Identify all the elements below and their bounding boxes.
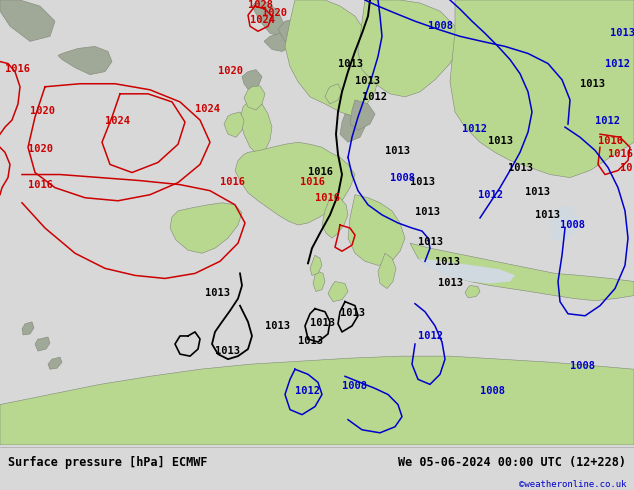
Text: Surface pressure [hPa] ECMWF: Surface pressure [hPa] ECMWF — [8, 456, 207, 468]
Polygon shape — [328, 281, 348, 302]
Text: 1013: 1013 — [488, 136, 513, 147]
Polygon shape — [0, 0, 55, 41]
Polygon shape — [348, 195, 405, 266]
Polygon shape — [240, 100, 272, 154]
Polygon shape — [224, 112, 244, 137]
Text: 1013: 1013 — [338, 59, 363, 69]
Text: 1016: 1016 — [608, 149, 633, 159]
Text: 1013: 1013 — [535, 210, 560, 220]
Polygon shape — [340, 114, 365, 142]
Text: 1016: 1016 — [308, 167, 333, 176]
Text: 1016: 1016 — [5, 64, 30, 74]
Text: 1013: 1013 — [355, 76, 380, 86]
Text: 1016: 1016 — [300, 176, 325, 187]
Text: 1013: 1013 — [410, 176, 435, 187]
Text: 1012: 1012 — [478, 190, 503, 200]
Text: 1013: 1013 — [385, 147, 410, 156]
Text: 1012: 1012 — [462, 124, 487, 134]
Text: 1013: 1013 — [265, 321, 290, 331]
Text: 1013: 1013 — [205, 288, 230, 297]
Polygon shape — [410, 243, 634, 301]
Text: 1016: 1016 — [28, 180, 53, 190]
Polygon shape — [235, 142, 355, 225]
Text: 1016: 1016 — [220, 176, 245, 187]
Text: 1028: 1028 — [248, 0, 273, 10]
Text: 1013: 1013 — [415, 207, 440, 217]
Text: 1013: 1013 — [340, 308, 365, 318]
Text: 1008: 1008 — [570, 361, 595, 371]
Polygon shape — [170, 203, 242, 253]
Polygon shape — [378, 253, 396, 289]
Polygon shape — [278, 19, 310, 47]
Text: 1024: 1024 — [105, 116, 130, 126]
Text: 1008: 1008 — [428, 21, 453, 31]
Polygon shape — [325, 84, 342, 104]
Text: 1020: 1020 — [218, 66, 243, 75]
Polygon shape — [242, 70, 262, 92]
Polygon shape — [450, 0, 634, 177]
Polygon shape — [244, 86, 265, 110]
Text: 1020: 1020 — [30, 106, 55, 116]
Text: 1012: 1012 — [605, 59, 630, 69]
Text: 1000: 1000 — [370, 0, 395, 2]
Text: 1020: 1020 — [262, 8, 287, 18]
Text: 1013: 1013 — [418, 237, 443, 247]
Text: 1013: 1013 — [438, 277, 463, 288]
Text: 1013: 1013 — [508, 163, 533, 172]
Text: 1008: 1008 — [390, 172, 415, 183]
Polygon shape — [415, 258, 515, 284]
Polygon shape — [465, 286, 480, 297]
Polygon shape — [264, 29, 298, 51]
Polygon shape — [22, 322, 34, 335]
Polygon shape — [48, 357, 62, 369]
Text: 1013: 1013 — [310, 318, 335, 328]
Text: 1008: 1008 — [560, 220, 585, 230]
Polygon shape — [350, 100, 375, 130]
Text: 1013: 1013 — [215, 346, 240, 356]
Text: 1020: 1020 — [28, 145, 53, 154]
Text: 10: 10 — [620, 163, 633, 172]
Text: 1013: 1013 — [435, 257, 460, 268]
Polygon shape — [550, 205, 578, 243]
Text: 1012: 1012 — [595, 116, 620, 126]
Polygon shape — [58, 47, 112, 74]
Text: 1008: 1008 — [342, 381, 367, 392]
Text: 1013: 1013 — [610, 28, 634, 38]
Text: 1008: 1008 — [480, 387, 505, 396]
Text: 1012: 1012 — [295, 387, 320, 396]
Text: 1024: 1024 — [250, 15, 275, 25]
Text: 1013: 1013 — [298, 336, 323, 346]
Text: 1016: 1016 — [315, 193, 340, 203]
Polygon shape — [0, 356, 634, 445]
Text: 1012: 1012 — [362, 92, 387, 102]
Polygon shape — [310, 255, 322, 275]
Text: 1024: 1024 — [195, 104, 220, 114]
Polygon shape — [35, 337, 50, 351]
Polygon shape — [358, 0, 460, 97]
Polygon shape — [313, 271, 325, 292]
Text: ©weatheronline.co.uk: ©weatheronline.co.uk — [519, 480, 626, 489]
Polygon shape — [322, 195, 348, 238]
Text: 1016: 1016 — [598, 136, 623, 147]
Text: 1013: 1013 — [580, 79, 605, 89]
Polygon shape — [252, 0, 285, 36]
Text: 1013: 1013 — [525, 187, 550, 196]
Text: 1012: 1012 — [418, 331, 443, 341]
Text: We 05-06-2024 00:00 UTC (12+228): We 05-06-2024 00:00 UTC (12+228) — [398, 456, 626, 468]
Polygon shape — [285, 0, 380, 117]
